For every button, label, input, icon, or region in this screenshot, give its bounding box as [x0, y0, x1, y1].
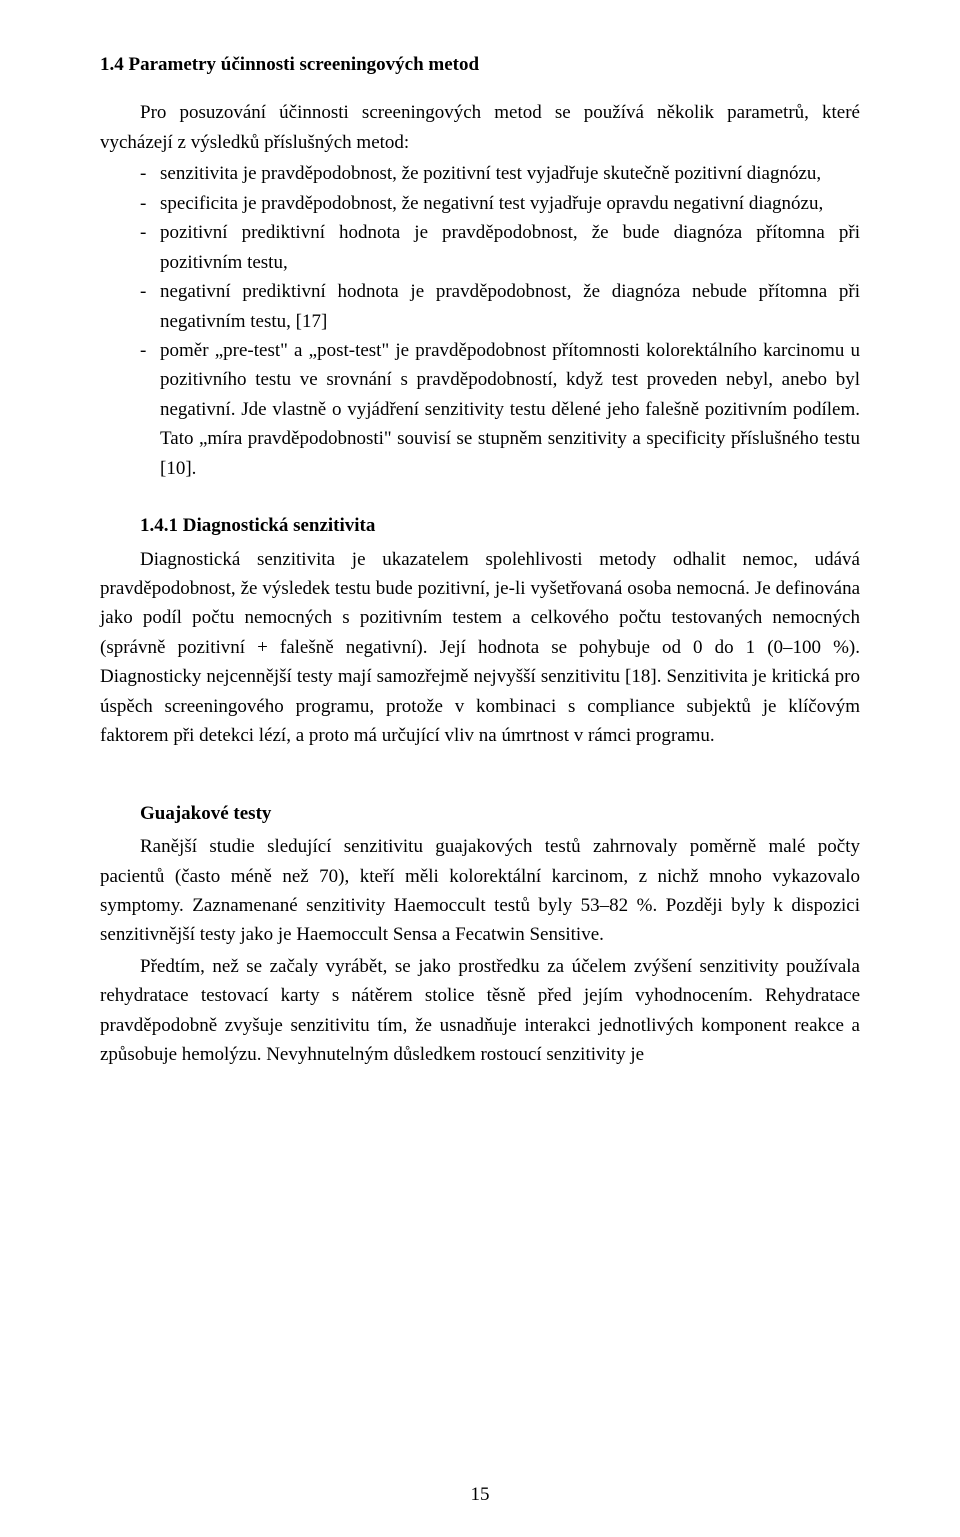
guajak-paragraph-2: Předtím, než se začaly vyrábět, se jako …	[100, 952, 860, 1070]
list-item: pozitivní prediktivní hodnota je pravděp…	[100, 218, 860, 277]
subsection-number: 1.4.1	[140, 515, 178, 536]
list-item: negativní prediktivní hodnota je pravděp…	[100, 277, 860, 336]
spacer	[100, 753, 860, 775]
subsection-paragraph: Diagnostická senzitivita je ukazatelem s…	[100, 545, 860, 751]
bullet-list: senzitivita je pravděpodobnost, že pozit…	[100, 159, 860, 483]
subsection-title: Diagnostická senzitivita	[183, 515, 376, 536]
list-item: poměr „pre-test" a „post-test" je pravdě…	[100, 336, 860, 483]
guajak-heading: Guajakové testy	[100, 799, 860, 828]
page-number: 15	[0, 1480, 960, 1509]
section-heading: 1.4 Parametry účinnosti screeningových m…	[100, 50, 860, 79]
section-intro: Pro posuzování účinnosti screeningových …	[100, 98, 860, 157]
guajak-paragraph-1: Ranější studie sledující senzitivitu gua…	[100, 832, 860, 950]
section-title: Parametry účinnosti screeningových metod	[129, 54, 480, 75]
document-page: 1.4 Parametry účinnosti screeningových m…	[0, 0, 960, 1537]
section-number: 1.4	[100, 54, 124, 75]
subsection-heading: 1.4.1 Diagnostická senzitivita	[100, 511, 860, 540]
list-item: specificita je pravděpodobnost, že negat…	[100, 189, 860, 218]
list-item: senzitivita je pravděpodobnost, že pozit…	[100, 159, 860, 188]
